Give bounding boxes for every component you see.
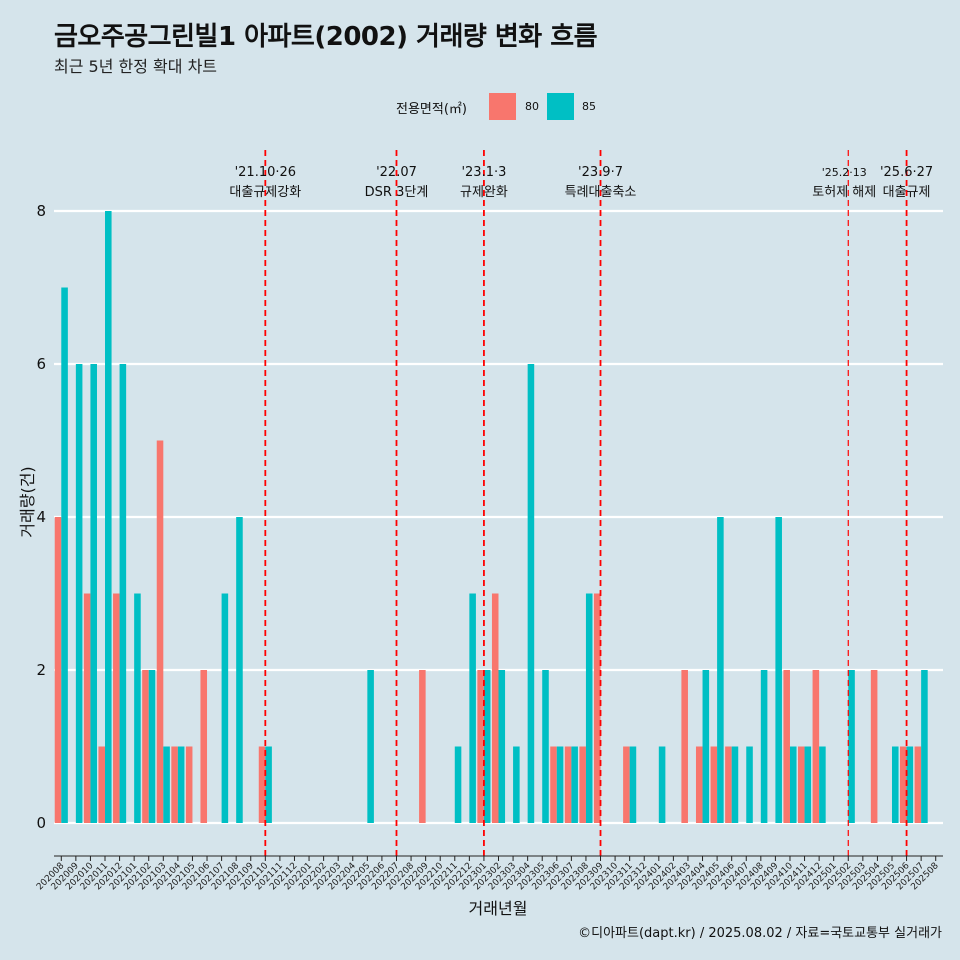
bar-85-202404 xyxy=(702,670,710,823)
bar-85-202211 xyxy=(454,746,462,823)
event-label: 대출규제강화 xyxy=(229,185,301,200)
bar-85-202301 xyxy=(483,670,491,823)
bar-85-202302 xyxy=(498,670,506,823)
bar-85-202405 xyxy=(717,517,724,823)
bar-85-202011 xyxy=(105,211,112,823)
chart-title: 금오주공그린빌1 아파트(2002) 거래량 변화 흐름 xyxy=(54,22,598,52)
bar-85-202409 xyxy=(775,517,782,823)
bar-85-202410 xyxy=(789,746,797,823)
bar-85-202408 xyxy=(760,670,768,823)
event-date: '25.6·27 xyxy=(880,165,933,180)
bar-85-202506 xyxy=(906,746,914,823)
bar-80-202106 xyxy=(200,670,208,823)
bar-80-202308 xyxy=(579,746,586,823)
bar-80-202507 xyxy=(914,746,922,823)
legend-key-85 xyxy=(547,93,574,120)
bar-85-202406 xyxy=(731,746,739,823)
bar-80-202209 xyxy=(419,670,426,823)
bar-80-202309 xyxy=(593,593,601,823)
event-lines: '21.10·26 대출규제강화 '22.07 DSR 3단계 '23.1·3 규제완화 '… xyxy=(229,150,933,856)
bar-80-202105 xyxy=(185,746,193,823)
bar-80-202104 xyxy=(171,746,178,823)
legend-title: 전용면적(㎡) xyxy=(396,102,467,117)
bar-80-202307 xyxy=(564,746,572,823)
event-label: 토허제 해제 xyxy=(812,185,876,200)
bar-85-202307 xyxy=(571,746,578,823)
event-date: '22.07 xyxy=(376,165,417,180)
bar-85-202104 xyxy=(177,746,185,823)
bar-80-202403 xyxy=(681,670,688,823)
y-tick-label: 8 xyxy=(36,202,46,220)
bar-85-202308 xyxy=(585,593,593,823)
x-axis-label: 거래년월 xyxy=(469,899,528,918)
bar-85-202103 xyxy=(163,746,170,823)
bar-85-202304 xyxy=(527,364,535,823)
bar-85-202412 xyxy=(819,746,826,823)
bar-85-202212 xyxy=(469,593,476,823)
legend: 전용면적(㎡) 80 85 xyxy=(0,92,960,122)
bar-80-202411 xyxy=(797,746,805,823)
bar-80-202302 xyxy=(491,593,499,823)
bar-85-202102 xyxy=(148,670,156,823)
bar-80-202012 xyxy=(113,593,120,823)
bar-80-202008 xyxy=(54,517,62,823)
bar-80-202412 xyxy=(812,670,820,823)
bar-85-202108 xyxy=(236,517,243,823)
legend-label-85: 85 xyxy=(582,100,596,113)
bar-80-202301 xyxy=(477,670,484,823)
legend-key-80 xyxy=(489,93,516,120)
bar-85-202311 xyxy=(629,746,637,823)
y-tick-label: 2 xyxy=(36,661,46,679)
credit-text: ©디아파트(dapt.kr) / 2025.08.02 / 자료=국토교통부 실… xyxy=(578,926,942,941)
bar-85-202101 xyxy=(134,593,141,823)
bar-85-202009 xyxy=(75,364,83,823)
legend-label-80: 80 xyxy=(525,100,539,113)
bar-80-202410 xyxy=(783,670,790,823)
bar-85-202505 xyxy=(891,746,899,823)
bar-85-202303 xyxy=(513,746,520,823)
bar-85-202107 xyxy=(221,593,229,823)
event-date: '23.9·7 xyxy=(578,165,623,180)
y-tick-label: 6 xyxy=(36,355,46,373)
bars xyxy=(54,211,928,823)
bar-85-202305 xyxy=(542,670,549,823)
bar-80-202504 xyxy=(870,670,878,823)
bar-80-202405 xyxy=(710,746,718,823)
bar-85-202205 xyxy=(367,670,374,823)
bar-80-202306 xyxy=(550,746,557,823)
y-tick-label: 0 xyxy=(36,814,46,832)
bar-85-202401 xyxy=(658,746,666,823)
bar-80-202010 xyxy=(83,593,91,823)
bar-85-202502 xyxy=(848,670,855,823)
bar-80-202404 xyxy=(695,746,703,823)
event-date: '21.10·26 xyxy=(235,165,296,180)
bar-80-202103 xyxy=(156,440,164,823)
bar-80-202311 xyxy=(623,746,630,823)
bar-80-202110 xyxy=(258,746,266,823)
event-date: '25.2·13 xyxy=(822,166,867,179)
event-label: 대출규제 xyxy=(883,185,931,200)
event-label: 규제완화 xyxy=(460,185,508,200)
chart-subtitle: 최근 5년 한정 확대 차트 xyxy=(54,57,218,76)
bar-85-202012 xyxy=(119,364,127,823)
event-label: 특례대출축소 xyxy=(565,185,637,200)
bar-85-202306 xyxy=(556,746,564,823)
event-date: '23.1·3 xyxy=(461,165,506,180)
bar-80-202011 xyxy=(98,746,106,823)
bar-85-202407 xyxy=(746,746,753,823)
event-label: DSR 3단계 xyxy=(365,185,429,200)
bar-85-202010 xyxy=(90,364,97,823)
y-axis-label: 거래량(건) xyxy=(18,466,37,537)
y-axis: 0 2 4 6 8 xyxy=(36,202,46,832)
bar-80-202506 xyxy=(900,746,907,823)
bar-85-202008 xyxy=(61,287,68,823)
bar-80-202102 xyxy=(142,670,149,823)
bar-85-202411 xyxy=(804,746,812,823)
bar-85-202507 xyxy=(921,670,928,823)
bar-85-202110 xyxy=(265,746,272,823)
x-axis: 2020082020092020102020112020122021012021… xyxy=(35,855,943,892)
bar-80-202406 xyxy=(725,746,732,823)
y-tick-label: 4 xyxy=(36,508,46,526)
